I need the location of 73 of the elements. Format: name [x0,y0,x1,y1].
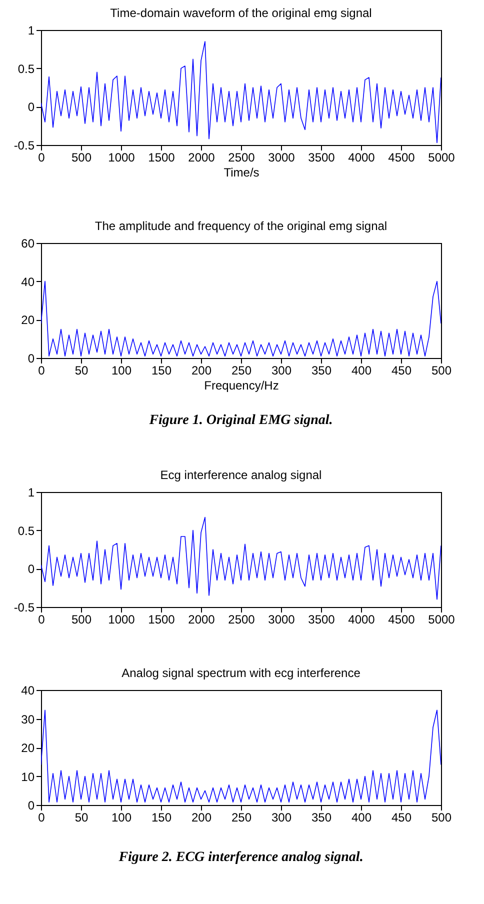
x-tick-label: 450 [391,364,412,378]
caption: Figure 1. Original EMG signal. [148,413,333,428]
y-tick-label: 1 [28,24,35,38]
line-series [41,41,441,144]
chart-title: Analog signal spectrum with ecg interference [122,666,361,680]
x-tick-label: 150 [151,364,172,378]
x-tick-label: 1000 [108,150,136,164]
x-tick-label: 2000 [188,150,216,164]
x-tick-label: 0 [38,364,46,378]
x-tick-label: 4500 [388,612,416,626]
x-axis-title: Time/s [224,166,260,180]
y-tick-label: 1 [28,486,35,500]
x-tick-label: 250 [231,364,252,378]
caption: Figure 2. ECG interference analog signal. [118,850,364,865]
x-tick-label: 2500 [228,150,256,164]
x-tick-label: 150 [151,810,172,824]
x-tick-label: 1500 [148,612,176,626]
y-tick-label: 60 [21,236,35,250]
x-tick-label: 0 [38,150,46,164]
x-tick-label: 450 [391,810,412,824]
x-tick-label: 350 [311,810,332,824]
y-tick-label: -0.5 [14,138,35,152]
x-tick-label: 3000 [268,150,296,164]
x-tick-label: 1500 [148,150,176,164]
line-series [41,516,441,600]
chart-title: Ecg interference analog signal [160,468,322,482]
x-tick-label: 2000 [188,612,216,626]
x-axis-title: Frequency/Hz [204,378,279,392]
x-tick-label: 500 [71,612,92,626]
y-tick-label: -0.5 [14,600,35,614]
y-tick-label: 0 [28,100,35,114]
y-tick-label: 40 [21,684,35,698]
x-tick-label: 200 [191,810,212,824]
y-tick-label: 40 [21,274,35,289]
x-tick-label: 400 [351,364,372,378]
x-tick-label: 100 [111,364,132,378]
x-tick-label: 300 [271,364,292,378]
chart-title: Time-domain waveform of the original emg signal [110,6,372,20]
x-tick-label: 500 [431,364,452,378]
y-tick-label: 20 [21,741,35,755]
x-tick-label: 0 [38,612,46,626]
chart-title: The amplitude and frequency of the original emg signal [94,219,388,233]
x-tick-label: 5000 [428,150,456,164]
x-tick-label: 250 [231,810,252,824]
x-tick-label: 300 [271,810,292,824]
x-tick-label: 4500 [388,150,416,164]
x-tick-label: 3500 [308,150,336,164]
x-tick-label: 3000 [268,612,296,626]
x-tick-label: 5000 [428,612,456,626]
y-tick-label: 0 [28,562,35,576]
y-tick-label: 0 [28,798,35,812]
x-tick-label: 50 [74,810,88,824]
x-tick-label: 1000 [108,612,136,626]
x-tick-label: 4000 [348,150,376,164]
y-tick-label: 20 [21,313,35,328]
x-tick-label: 500 [431,810,452,824]
x-tick-label: 200 [191,364,212,378]
x-tick-label: 0 [38,810,46,824]
y-tick-label: 0 [28,352,35,366]
x-tick-label: 4000 [348,612,376,626]
y-tick-label: 30 [21,712,35,726]
x-tick-label: 500 [71,150,92,164]
x-tick-label: 400 [351,810,372,824]
y-tick-label: 10 [21,770,35,784]
x-tick-label: 350 [311,364,332,378]
x-tick-label: 2500 [228,612,256,626]
x-tick-label: 50 [74,364,88,378]
x-tick-label: 3500 [308,612,336,626]
y-tick-label: 0.5 [18,524,35,538]
x-tick-label: 100 [111,810,132,824]
y-tick-label: 0.5 [18,62,35,76]
line-series [41,280,441,356]
line-series [41,710,441,803]
